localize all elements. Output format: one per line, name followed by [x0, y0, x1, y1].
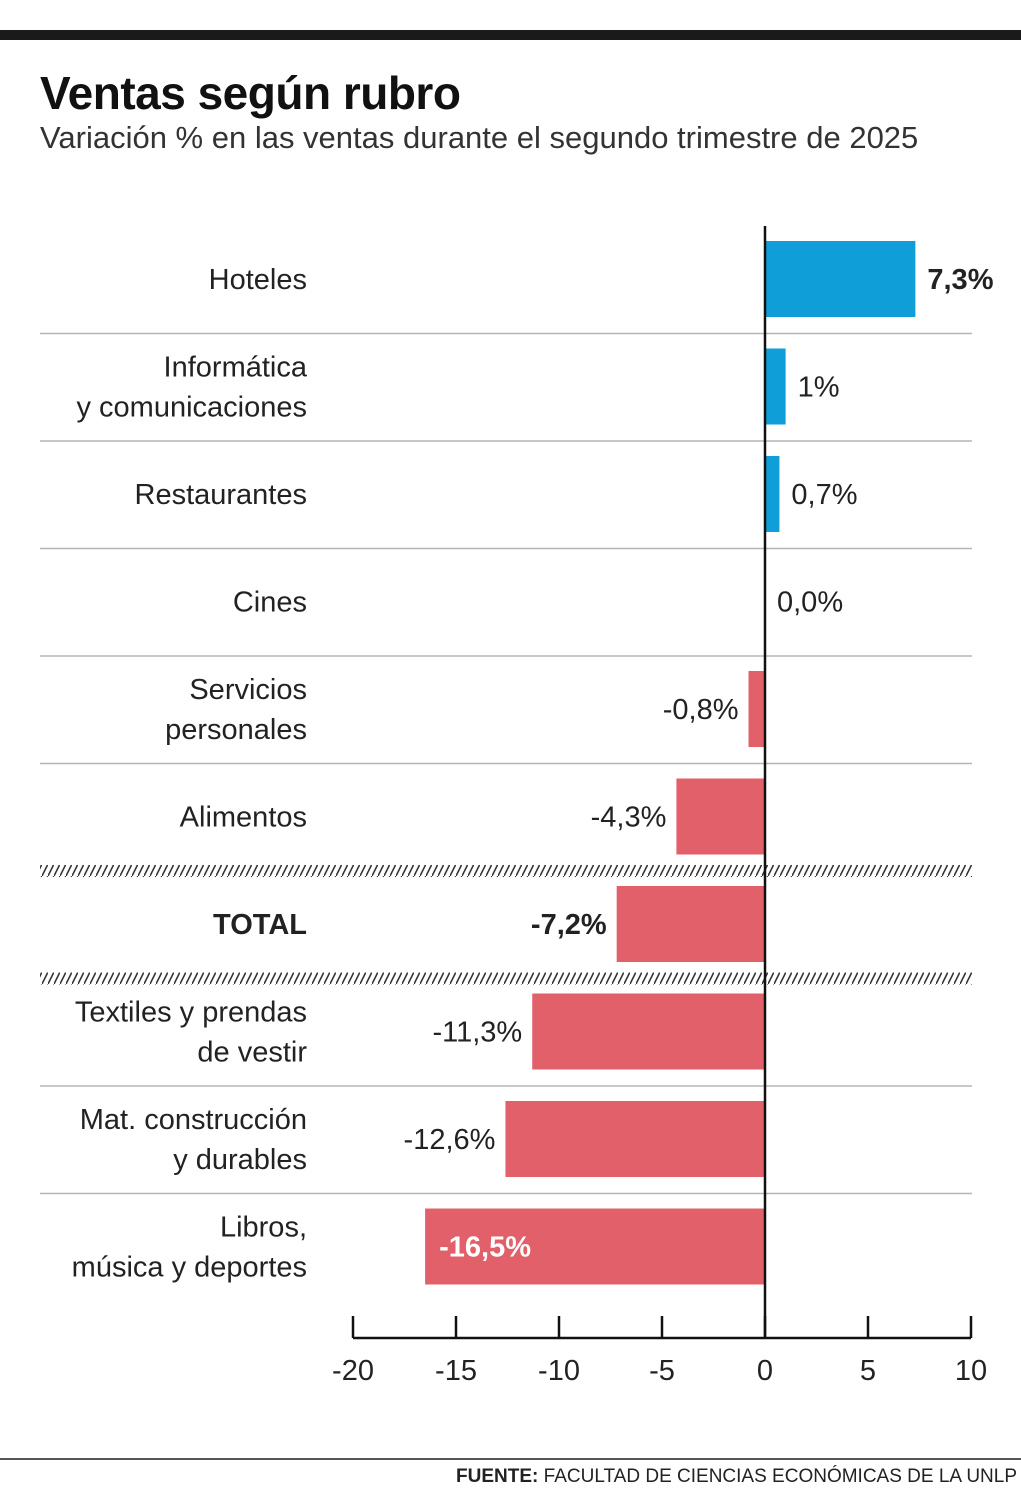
- category-label-line: Informática: [164, 352, 308, 384]
- value-label: -11,3%: [432, 1017, 522, 1049]
- bar-total: [616, 886, 765, 962]
- category-label-line: y comunicaciones: [77, 392, 308, 424]
- value-label: 7,3%: [927, 264, 993, 296]
- hatched-separator: [40, 865, 972, 877]
- source-prefix: FUENTE:: [456, 1466, 539, 1487]
- value-label: -12,6%: [404, 1124, 496, 1156]
- top-rule: [0, 30, 1021, 40]
- category-label-line: Servicios: [189, 674, 307, 706]
- category-label-line: Cines: [233, 587, 307, 619]
- category-label-line: y durables: [173, 1144, 307, 1176]
- category-label-line: Mat. construcción: [80, 1104, 307, 1136]
- category-label: Restaurantes: [135, 479, 308, 511]
- bar-chart: Hoteles 7,3% Informática y comunicaciones 1%…: [40, 226, 994, 1387]
- category-label: TOTAL: [213, 909, 307, 941]
- hatched-separator: [40, 972, 972, 985]
- category-label: Servicios personales: [165, 674, 307, 746]
- bar-libros-música-y-deportes: [425, 1208, 765, 1285]
- chart-title: Ventas según rubro: [40, 67, 461, 119]
- category-label-line: Alimentos: [180, 802, 307, 834]
- x-tick-label: 5: [860, 1355, 876, 1387]
- x-tick-label: -20: [332, 1355, 374, 1387]
- category-label: Alimentos: [180, 802, 307, 834]
- category-label-line: de vestir: [197, 1037, 307, 1069]
- x-tick-label: -5: [649, 1355, 675, 1387]
- value-label: -4,3%: [591, 802, 667, 834]
- bar-hoteles: [765, 241, 916, 317]
- category-label-line: personales: [165, 714, 307, 746]
- source-note: FUENTE: FACULTAD DE CIENCIAS ECONÓMICAS …: [456, 1466, 1017, 1488]
- value-label: 0,7%: [791, 479, 857, 511]
- category-label-line: música y deportes: [72, 1252, 307, 1284]
- value-label: -7,2%: [531, 909, 607, 941]
- category-label-line: Libros,: [220, 1212, 307, 1244]
- value-label: -16,5%: [439, 1232, 531, 1264]
- category-label-line: Hoteles: [209, 264, 307, 296]
- x-tick-label: 10: [955, 1355, 987, 1387]
- bar-textiles-y-prendas-de-vestir: [532, 993, 765, 1070]
- category-label: Mat. construcción y durables: [80, 1104, 307, 1176]
- bar-informática-y-comunicaciones: [765, 348, 786, 425]
- chart-subtitle: Variación % en las ventas durante el seg…: [40, 120, 919, 155]
- bar-mat-construcción-y-durables: [505, 1101, 765, 1177]
- x-tick-label: -10: [538, 1355, 580, 1387]
- value-label: 0,0%: [777, 587, 843, 619]
- value-label: 1%: [798, 372, 840, 404]
- category-label: Textiles y prendas de vestir: [75, 997, 307, 1069]
- category-label-line: Restaurantes: [135, 479, 308, 511]
- bar-alimentos: [676, 778, 765, 855]
- source-text: FACULTAD DE CIENCIAS ECONÓMICAS DE LA UN…: [543, 1466, 1017, 1487]
- category-label-line: TOTAL: [213, 909, 307, 941]
- value-label: -0,8%: [663, 694, 739, 726]
- x-tick-label: -15: [435, 1355, 477, 1387]
- category-label: Cines: [233, 587, 307, 619]
- category-label: Libros, música y deportes: [72, 1212, 307, 1284]
- x-tick-label: 0: [757, 1355, 773, 1387]
- category-label: Hoteles: [209, 264, 307, 296]
- category-label-line: Textiles y prendas: [75, 997, 307, 1029]
- bottom-rule: [0, 1458, 1021, 1460]
- category-label: Informática y comunicaciones: [77, 352, 308, 424]
- bar-servicios-personales: [748, 671, 765, 747]
- bar-restaurantes: [765, 456, 780, 532]
